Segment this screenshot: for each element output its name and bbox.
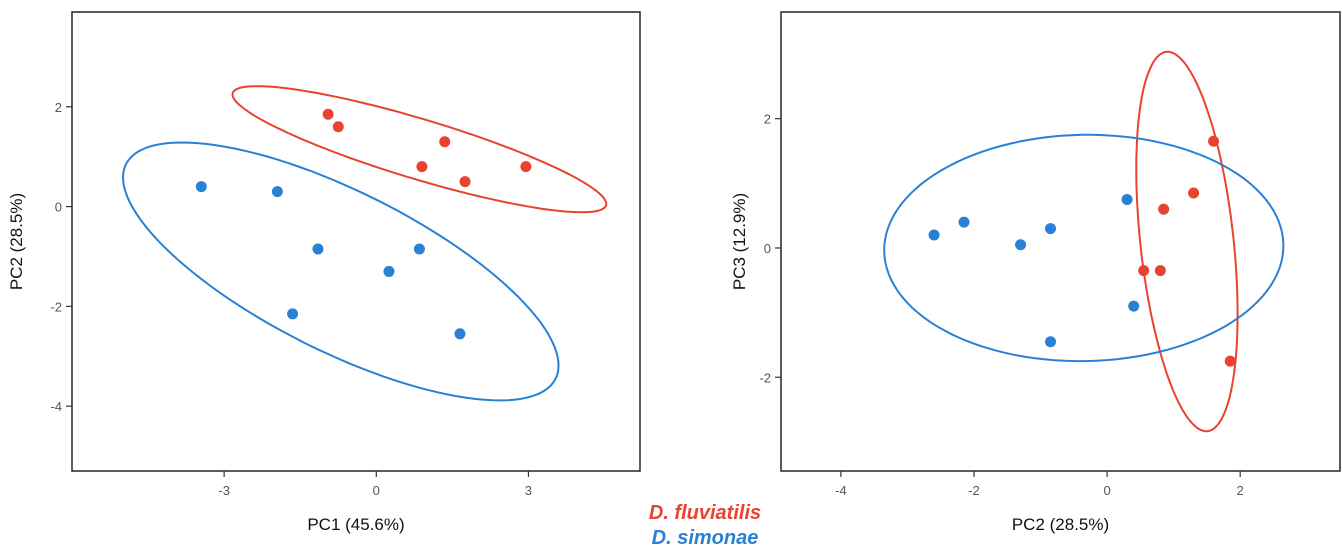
panel1-point-simonae-2 (312, 243, 324, 255)
panel1-point-fluviatilis-2 (439, 136, 451, 148)
panel2-point-fluviatilis-4 (1154, 265, 1166, 277)
panel2-point-simonae-1 (958, 216, 970, 228)
panel1-ytick-label-2: 0 (55, 200, 62, 215)
panel1-xtick-label-0: -3 (218, 483, 230, 498)
panel2-ylabel: PC3 (12.9%) (730, 193, 749, 290)
panel1-ytick-label-1: -2 (50, 299, 62, 314)
panel2-xtick-label-3: 2 (1237, 483, 1244, 498)
panel1-point-fluviatilis-3 (416, 161, 428, 173)
panel2-ytick-label-2: 2 (764, 112, 771, 127)
legend-entry-fluviatilis: D. fluviatilis (560, 502, 850, 525)
panel1-point-fluviatilis-4 (459, 176, 471, 188)
panel2-point-simonae-6 (1045, 336, 1057, 348)
panel1-xlabel: PC1 (45.6%) (307, 515, 404, 534)
panel1-point-fluviatilis-5 (520, 161, 532, 173)
panel2-point-simonae-3 (1045, 223, 1057, 235)
panel1-point-simonae-6 (454, 328, 466, 340)
legend-label-simonae: D. simonae (651, 527, 759, 549)
panel1-point-fluviatilis-1 (332, 121, 344, 133)
panel2-point-simonae-2 (1015, 239, 1027, 251)
legend-entry-simonae: D. simonae (560, 527, 850, 550)
panel1-ylabel: PC2 (28.5%) (7, 193, 26, 290)
panel2-point-fluviatilis-2 (1158, 203, 1170, 215)
panel2-point-simonae-5 (1128, 300, 1140, 312)
panel1-point-fluviatilis-0 (322, 108, 334, 120)
panel1-frame (71, 11, 641, 472)
panel2-xtick-label-1: -2 (968, 483, 980, 498)
panel2-point-simonae-0 (928, 229, 940, 241)
panel2-point-fluviatilis-0 (1208, 135, 1220, 147)
panel1-point-simonae-4 (383, 265, 395, 277)
panel1-xtick-label-1: 0 (373, 483, 380, 498)
panel2-point-simonae-4 (1121, 193, 1133, 205)
panel2-xlabel: PC2 (28.5%) (1012, 515, 1109, 534)
panel2-point-fluviatilis-5 (1224, 355, 1236, 367)
legend-label-fluviatilis: D. fluviatilis (648, 502, 762, 524)
panel2-point-fluviatilis-1 (1188, 187, 1200, 199)
panel1-ytick-label-0: -4 (50, 399, 62, 414)
panel2-ytick-label-0: -2 (759, 370, 771, 385)
panel1-point-simonae-3 (413, 243, 425, 255)
panel2-ellipse-fluviatilis (1135, 50, 1239, 433)
panel1-point-simonae-5 (287, 308, 299, 320)
panel2-ellipse-simonae (883, 133, 1285, 363)
panel1-point-simonae-1 (271, 186, 283, 198)
panel1-ellipse-simonae (121, 141, 560, 402)
panel1-ellipse-fluviatilis (231, 85, 608, 214)
panel2-frame (780, 11, 1341, 472)
panel1-xtick-label-2: 3 (525, 483, 532, 498)
panel2-xtick-label-2: 0 (1103, 483, 1110, 498)
panel1-point-simonae-0 (195, 181, 207, 193)
panel2-ytick-label-1: 0 (764, 241, 771, 256)
panel1-ytick-label-3: 2 (55, 100, 62, 115)
panel2-point-fluviatilis-3 (1138, 265, 1150, 277)
panel2-xtick-label-0: -4 (835, 483, 847, 498)
